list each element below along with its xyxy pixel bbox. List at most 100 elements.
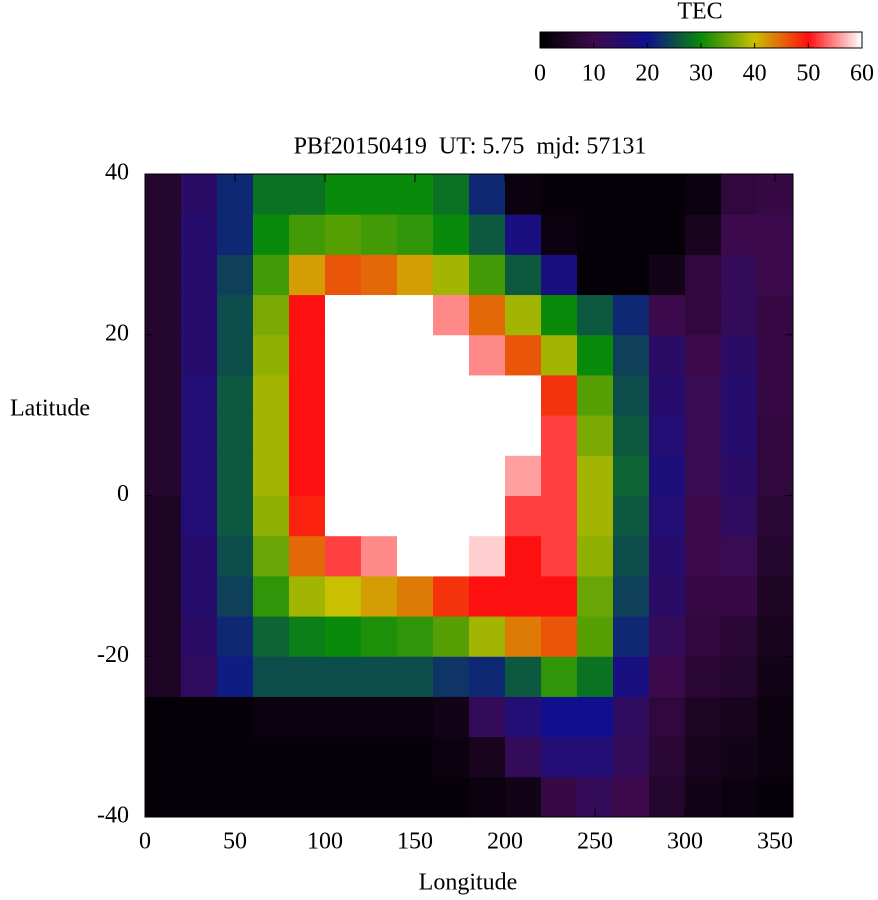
colorbar-swatch bbox=[568, 32, 571, 48]
colorbar-swatch bbox=[823, 32, 827, 48]
colorbar-swatch bbox=[670, 32, 674, 48]
colorbar-swatch bbox=[803, 32, 807, 48]
heat-cell bbox=[181, 656, 218, 697]
heat-cell bbox=[577, 455, 614, 496]
heat-cell bbox=[397, 696, 434, 738]
colorbar-swatch bbox=[825, 32, 829, 48]
heat-cell bbox=[541, 495, 578, 537]
colorbar-swatch bbox=[628, 32, 632, 48]
heat-cell bbox=[289, 254, 326, 296]
heat-cell bbox=[397, 575, 434, 617]
colorbar-swatch bbox=[799, 32, 803, 48]
heat-cell bbox=[685, 495, 722, 537]
heat-cell bbox=[685, 214, 722, 255]
colorbar-swatch bbox=[807, 32, 811, 48]
colorbar-swatch bbox=[787, 32, 791, 48]
heat-cell bbox=[685, 294, 722, 336]
heat-cell bbox=[181, 174, 218, 215]
colorbar-swatch bbox=[851, 32, 855, 48]
heat-cell bbox=[469, 616, 506, 657]
heat-cell bbox=[757, 294, 794, 336]
heat-cell bbox=[505, 776, 542, 818]
heat-cell bbox=[757, 575, 794, 617]
heat-cell bbox=[397, 495, 434, 537]
heat-cell bbox=[469, 374, 506, 416]
colorbar: 0 10 20 30 40 50 60 bbox=[534, 31, 874, 87]
heat-cell bbox=[469, 334, 506, 376]
colorbar-swatch bbox=[664, 32, 668, 48]
colorbar-swatch bbox=[837, 32, 841, 48]
colorbar-swatch bbox=[688, 32, 692, 48]
heat-cell bbox=[325, 334, 362, 376]
colorbar-swatch bbox=[618, 32, 621, 48]
heat-cell bbox=[145, 334, 182, 376]
colorbar-swatch bbox=[580, 32, 583, 48]
heat-cell bbox=[181, 776, 218, 818]
heat-cell bbox=[613, 736, 650, 778]
colorbar-swatch bbox=[847, 32, 851, 48]
heat-cell bbox=[253, 776, 290, 818]
heat-cell bbox=[505, 736, 542, 778]
colorbar-swatch bbox=[656, 32, 660, 48]
colorbar-swatch bbox=[616, 32, 619, 48]
colorbar-swatch bbox=[703, 32, 706, 48]
heat-cell bbox=[649, 415, 686, 456]
colorbar-swatch bbox=[630, 32, 634, 48]
heat-cell bbox=[217, 415, 254, 456]
colorbar-swatch bbox=[769, 32, 772, 48]
heat-cell bbox=[433, 254, 470, 296]
colorbar-swatch bbox=[658, 32, 662, 48]
heat-cell bbox=[397, 294, 434, 336]
colorbar-swatch bbox=[713, 32, 716, 48]
colorbar-swatch bbox=[612, 32, 615, 48]
colorbar-swatch bbox=[550, 32, 553, 48]
heat-cell bbox=[181, 616, 218, 657]
heat-cell bbox=[541, 696, 578, 738]
heat-cell bbox=[469, 575, 506, 617]
heat-cell bbox=[397, 535, 434, 577]
heat-cell bbox=[505, 294, 542, 336]
heat-cell bbox=[649, 776, 686, 818]
heat-cell bbox=[541, 575, 578, 617]
colorbar-swatch bbox=[626, 32, 630, 48]
heat-cell bbox=[613, 415, 650, 456]
heat-cell bbox=[397, 415, 434, 456]
heat-cell bbox=[613, 535, 650, 577]
colorbar-swatch bbox=[795, 32, 799, 48]
heat-cell bbox=[289, 334, 326, 376]
colorbar-swatch bbox=[809, 32, 813, 48]
heat-cell bbox=[541, 455, 578, 496]
heat-cell bbox=[541, 174, 578, 215]
colorbar-swatch bbox=[721, 32, 724, 48]
heat-cell bbox=[577, 294, 614, 336]
heat-cell bbox=[181, 294, 218, 336]
heat-cell bbox=[433, 415, 470, 456]
heat-cell bbox=[217, 736, 254, 778]
heat-cell bbox=[577, 254, 614, 296]
heat-cell bbox=[577, 415, 614, 456]
heat-cell bbox=[289, 374, 326, 416]
colorbar-swatch bbox=[572, 32, 575, 48]
colorbar-swatch bbox=[719, 32, 722, 48]
colorbar-swatch bbox=[562, 32, 565, 48]
heat-cell bbox=[505, 455, 542, 496]
heat-cell bbox=[505, 495, 542, 537]
colorbar-swatch bbox=[791, 32, 795, 48]
heat-cell bbox=[253, 616, 290, 657]
colorbar-tick-label: 30 bbox=[689, 61, 713, 87]
heat-cell bbox=[217, 254, 254, 296]
heat-cell bbox=[361, 455, 398, 496]
colorbar-swatch bbox=[779, 32, 782, 48]
colorbar-swatch bbox=[614, 32, 617, 48]
heat-cell bbox=[217, 696, 254, 738]
colorbar-swatch bbox=[598, 32, 601, 48]
heat-cell bbox=[433, 455, 470, 496]
heat-cell bbox=[181, 575, 218, 617]
heat-cell bbox=[469, 294, 506, 336]
heat-cell bbox=[253, 254, 290, 296]
colorbar-swatch bbox=[644, 32, 648, 48]
heat-cell bbox=[649, 736, 686, 778]
colorbar-swatch bbox=[747, 32, 750, 48]
heat-cell bbox=[325, 776, 362, 818]
heat-cell bbox=[397, 374, 434, 416]
